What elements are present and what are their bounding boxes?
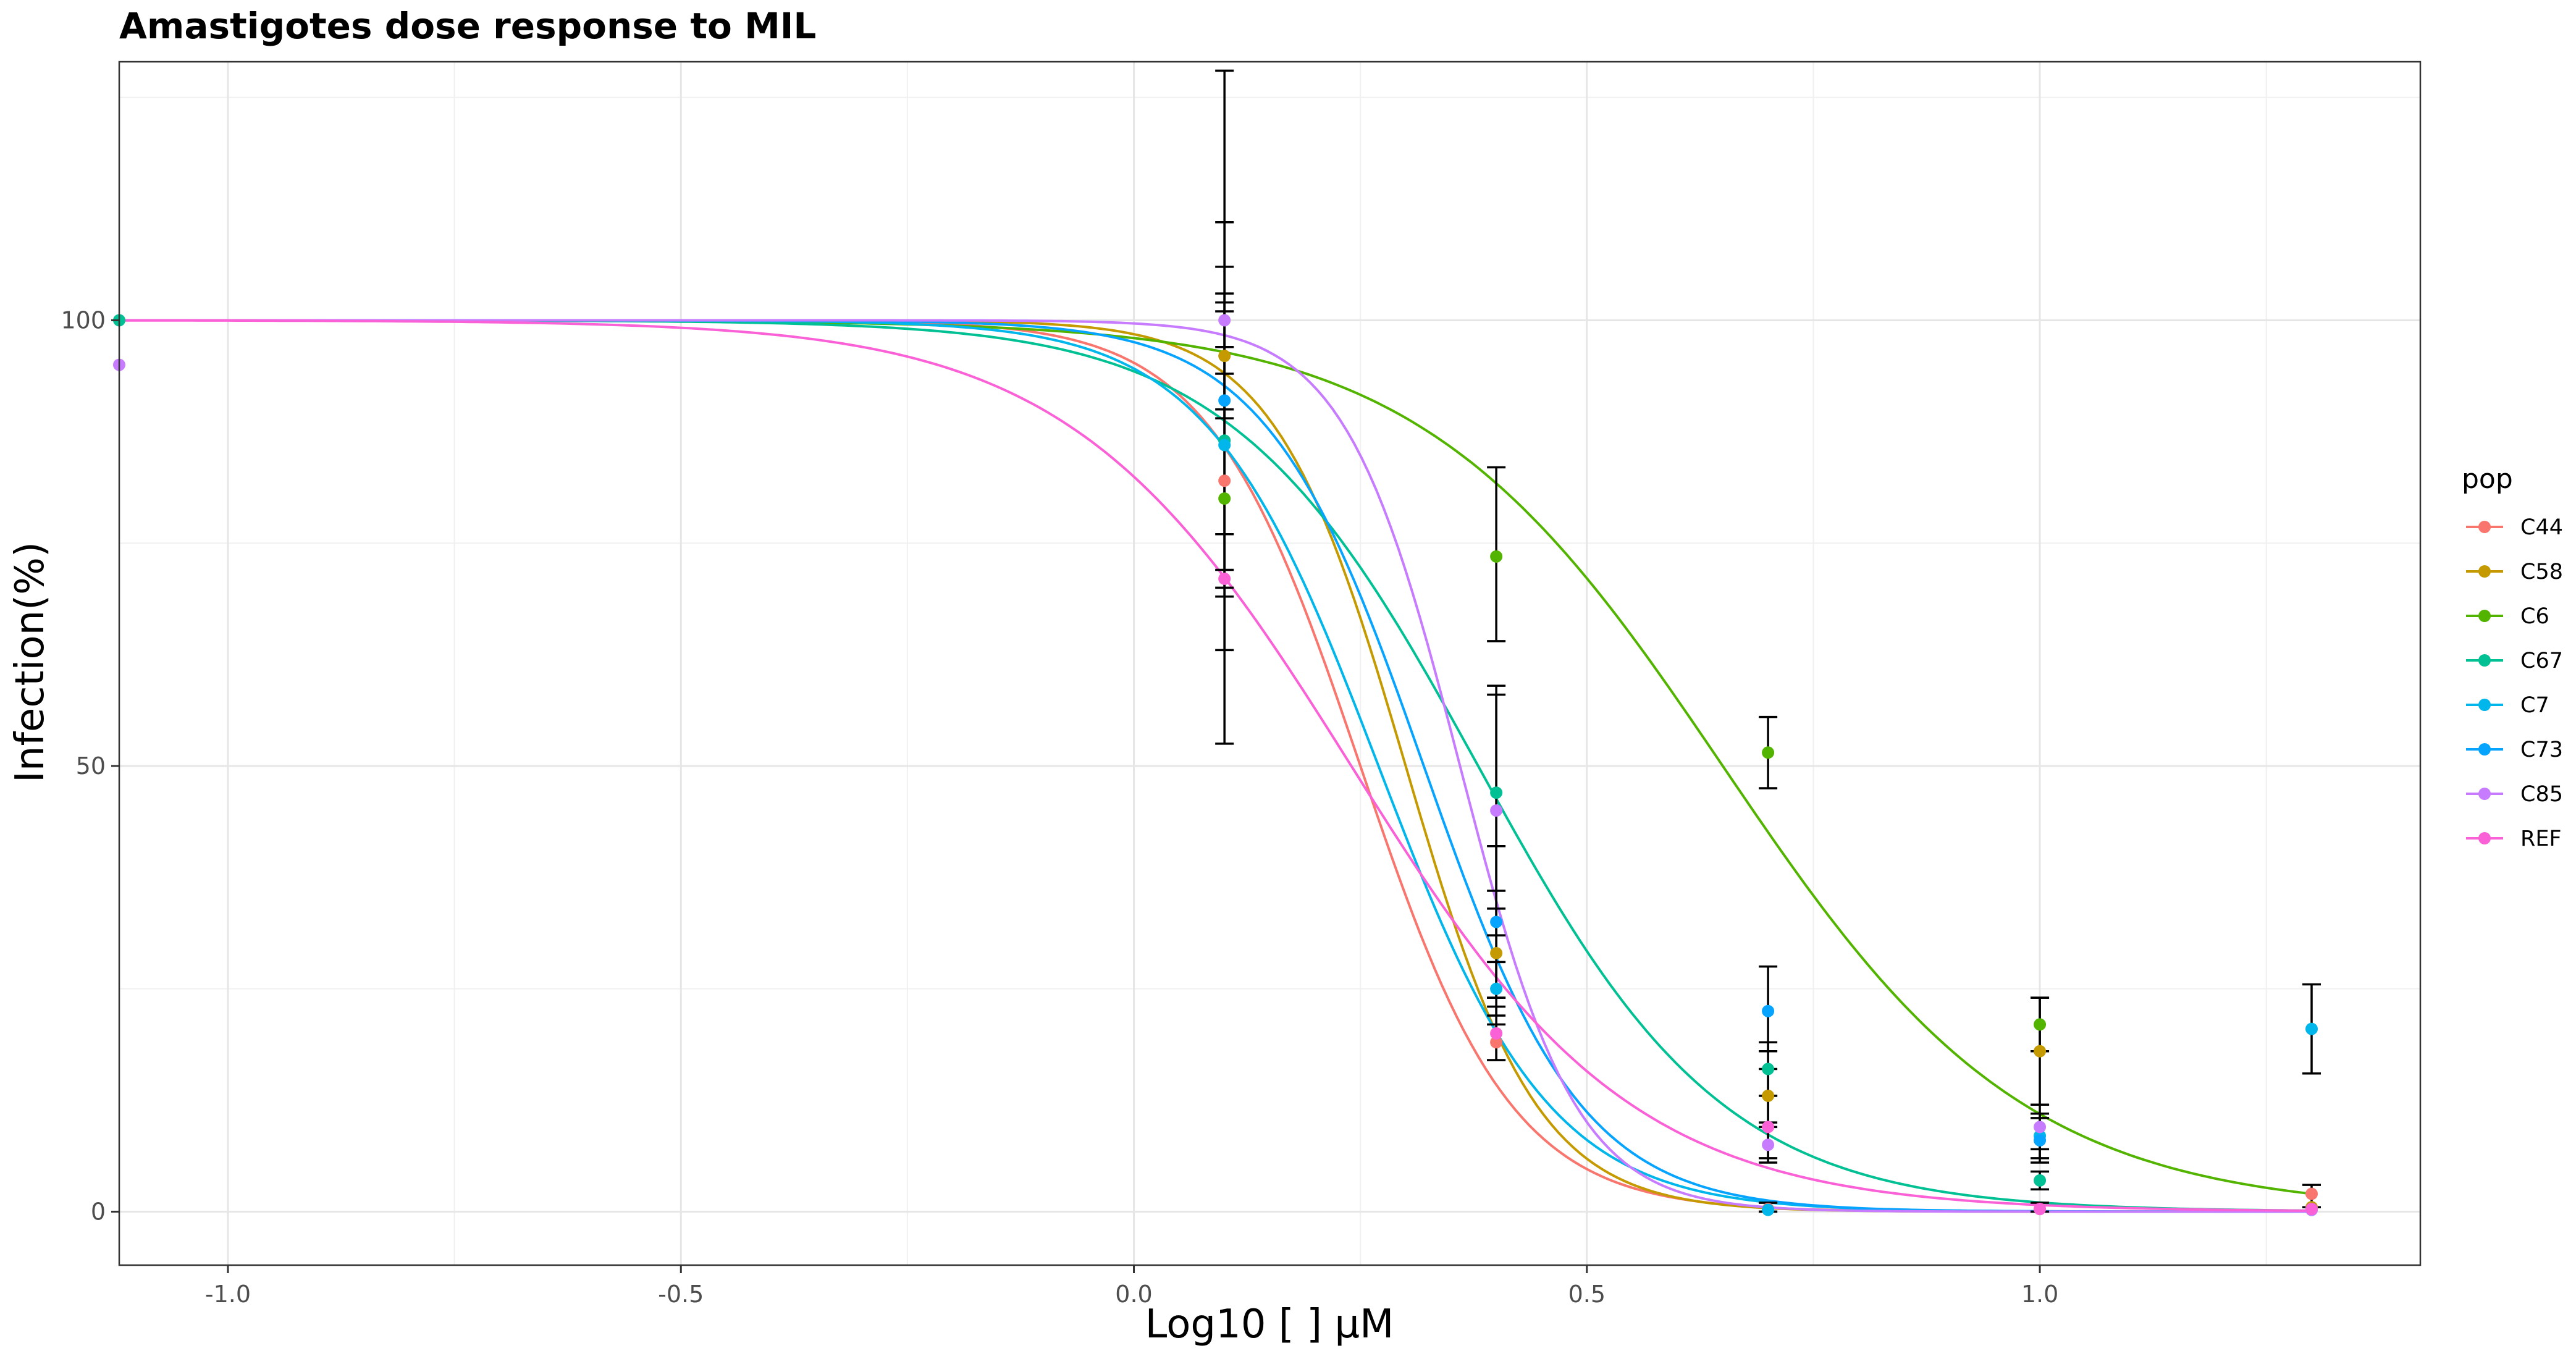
point-c7 <box>2305 1022 2318 1035</box>
point-c85 <box>1490 804 1503 817</box>
point-c73 <box>1490 915 1503 928</box>
data-points <box>113 314 2318 1216</box>
point-c67 <box>1490 786 1503 799</box>
legend-key-point <box>2478 788 2491 800</box>
x-axis-ticks: -1.0 -0.5 0.0 0.5 1.0 <box>205 1265 2058 1308</box>
point-c7 <box>1490 982 1503 995</box>
legend-item-c85: C85 <box>2466 782 2563 807</box>
y-axis-ticks: 0 50 100 <box>61 306 119 1225</box>
y-tick-label: 50 <box>76 752 106 780</box>
legend-key-point <box>2478 743 2491 755</box>
legend-item-c44: C44 <box>2466 515 2563 540</box>
point-ref <box>2034 1203 2047 1216</box>
legend-key-point <box>2478 565 2491 578</box>
legend-label: C85 <box>2520 782 2563 807</box>
legend-label: REF <box>2520 827 2562 851</box>
legend-key-point <box>2478 699 2491 711</box>
legend-item-c67: C67 <box>2466 649 2563 673</box>
point-c58 <box>1490 946 1503 959</box>
point-c85 <box>1762 1138 1775 1151</box>
legend-item-c73: C73 <box>2466 738 2563 762</box>
point-c44 <box>2305 1187 2318 1200</box>
point-c44 <box>1490 1036 1503 1049</box>
point-c67 <box>1762 1063 1775 1075</box>
point-c44 <box>1218 474 1231 487</box>
legend-label: C67 <box>2520 649 2563 673</box>
legend-label: C6 <box>2520 604 2549 629</box>
legend-key-point <box>2478 832 2491 844</box>
point-c58 <box>2034 1045 2047 1058</box>
legend-label: C7 <box>2520 693 2549 718</box>
point-c7 <box>1218 439 1231 452</box>
legend-label: C73 <box>2520 738 2563 762</box>
legend-item-ref: REF <box>2466 827 2562 851</box>
x-tick-label: 0.5 <box>1568 1281 1606 1308</box>
point-c6 <box>2034 1018 2047 1031</box>
point-c67 <box>2034 1174 2047 1187</box>
point-ref <box>2305 1203 2318 1216</box>
point-c73 <box>1218 394 1231 407</box>
point-c6 <box>1490 550 1503 563</box>
point-ref <box>1762 1121 1775 1134</box>
y-tick-label: 0 <box>91 1198 106 1225</box>
point-c85 <box>2034 1121 2047 1134</box>
point-c7 <box>1762 1203 1775 1216</box>
legend-label: C44 <box>2520 515 2563 540</box>
point-c6 <box>1762 746 1775 759</box>
point-c6 <box>1218 492 1231 505</box>
chart-title: Amastigotes dose response to MIL <box>119 5 816 47</box>
legend-item-c6: C6 <box>2466 604 2549 629</box>
point-ref <box>1218 572 1231 585</box>
plot-panel-border <box>118 61 2422 1266</box>
fitted-curves <box>119 319 2312 1213</box>
point-c85 <box>1218 314 1231 327</box>
legend-key-point <box>2478 654 2491 667</box>
point-c58 <box>1762 1089 1775 1102</box>
point-c58 <box>1218 350 1231 363</box>
point-c73 <box>1762 1004 1775 1017</box>
legend-title: pop <box>2462 463 2513 495</box>
legend-items: C44 C58 C6 C67 C7 C73 C85 REF <box>2466 515 2563 851</box>
legend-item-c7: C7 <box>2466 693 2549 718</box>
x-tick-label: -1.0 <box>205 1281 251 1308</box>
x-tick-label: -0.5 <box>658 1281 704 1308</box>
point-ref <box>1490 1027 1503 1040</box>
legend: pop C44 C58 C6 C67 C7 C73 C85 REF <box>2462 463 2563 851</box>
x-tick-label: 1.0 <box>2021 1281 2058 1308</box>
y-axis-title: Infection(%) <box>7 542 53 783</box>
x-axis-title: Log10 [ ] µM <box>1145 1302 1394 1347</box>
x-tick-label: 0.0 <box>1115 1281 1152 1308</box>
legend-label: C58 <box>2520 560 2563 584</box>
curve-ref <box>119 319 2312 1212</box>
curve-c85 <box>119 319 2312 1213</box>
legend-key-point <box>2478 610 2491 622</box>
point-c73 <box>2034 1134 2047 1147</box>
legend-key-point <box>2478 521 2491 533</box>
error-bar-ref <box>1215 69 1234 745</box>
legend-item-c58: C58 <box>2466 560 2563 584</box>
y-tick-label: 100 <box>61 306 106 334</box>
